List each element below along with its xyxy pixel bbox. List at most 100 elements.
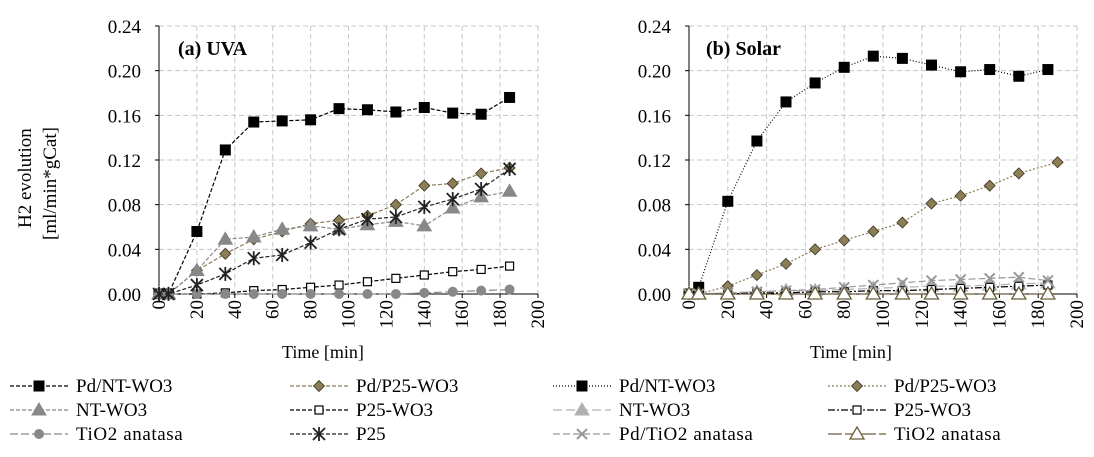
triangle-marker: [444, 200, 461, 214]
diamond-marker: [475, 167, 488, 180]
asterisk-marker: [312, 427, 326, 441]
asterisk-marker: [360, 212, 375, 227]
y-tick-label: 0.00: [638, 285, 671, 306]
x-axis-label: Time [min]: [810, 342, 892, 362]
diamond-marker: [446, 177, 459, 190]
open-square-marker: [448, 267, 458, 277]
x-tick-label: 80: [301, 300, 322, 319]
grid: [159, 25, 539, 294]
diamond-marker: [389, 198, 402, 211]
chart-panel-solar: 0.00 0.04 0.08 0.12 0.16 0.20 0.24 0 20 40 60 80 100…: [553, 17, 1088, 445]
legend-label: P25-WO3: [356, 400, 433, 421]
legend-item: Pd/P25-WO3: [828, 376, 996, 397]
legend-label: Pd/NT-WO3: [619, 376, 715, 397]
circle-marker: [34, 429, 44, 439]
open-triangle-marker: [680, 285, 698, 300]
open-square-marker: [362, 277, 373, 287]
square-marker: [955, 66, 967, 78]
triangle-marker: [416, 217, 433, 232]
series-p25: [152, 161, 517, 301]
square-marker: [809, 77, 821, 89]
diamond-marker: [219, 247, 232, 260]
legend-item: NT-WO3: [10, 400, 147, 421]
grid: [689, 25, 1078, 294]
series-line: [159, 168, 510, 295]
circle-marker: [504, 284, 515, 295]
legend-item: P25-WO3: [828, 400, 971, 421]
x-tick-label: 40: [757, 300, 778, 319]
x-tick-label: 0: [679, 300, 700, 310]
y-tick-label: 0.24: [108, 17, 142, 38]
triangle-marker: [501, 183, 518, 197]
asterisk-marker: [417, 199, 431, 214]
circle-marker: [305, 289, 316, 299]
asterisk-marker: [190, 278, 204, 293]
legend-label: TiO2 anatasa: [76, 424, 183, 445]
legend-label: Pd/TiO2 anatasa: [619, 424, 753, 445]
series-line: [689, 161, 1058, 295]
x-tick-label: 40: [225, 300, 246, 319]
circle-marker: [277, 289, 288, 299]
asterisk-marker: [474, 182, 488, 197]
open-triangle-marker: [952, 285, 969, 300]
x-tick-label: 100: [339, 300, 360, 329]
triangle-marker: [574, 402, 590, 416]
legend-item: Pd/P25-WO3: [290, 376, 458, 397]
y-axis-label-units: [ml/min*gCat]: [40, 127, 61, 240]
y-tick-label: 0.04: [108, 240, 142, 261]
triangle-marker: [274, 221, 291, 235]
square-marker: [1042, 64, 1054, 76]
legend: Pd/NT-WO3 Pd/P25-WO3 NT-WO3 P25-WO3 Pd/TiO2 …: [553, 376, 1001, 445]
y-tick-label: 0.12: [108, 151, 141, 172]
square-marker: [926, 59, 937, 71]
legend-item: Pd/NT-WO3: [10, 376, 172, 397]
square-marker: [722, 195, 734, 207]
cross-marker: [925, 274, 938, 287]
y-tick-label: 0.04: [638, 240, 672, 261]
series-pd-nt-wo3: [683, 50, 1054, 300]
square-marker: [248, 116, 260, 128]
open-triangle-marker: [836, 285, 853, 300]
square-marker: [780, 96, 792, 108]
series-tio2-anatasa: [154, 284, 515, 299]
square-marker: [751, 135, 763, 147]
x-tick-label: 20: [718, 300, 739, 319]
square-marker: [276, 115, 288, 127]
cross-marker: [896, 277, 909, 289]
square-marker: [504, 91, 516, 103]
circle-marker: [220, 289, 231, 299]
legend-label: Pd/P25-WO3: [894, 376, 996, 397]
x-tick-label: 20: [187, 300, 208, 319]
series-line: [159, 167, 510, 295]
diamond-marker: [925, 197, 938, 210]
y-tick-label: 0.16: [108, 106, 141, 127]
square-marker: [576, 380, 588, 392]
legend-label: Pd/NT-WO3: [76, 376, 172, 397]
square-marker: [305, 114, 317, 126]
x-tick-label: 80: [834, 300, 855, 319]
open-triangle-marker: [981, 285, 998, 300]
circle-marker: [390, 289, 401, 299]
square-marker: [475, 108, 487, 120]
chart-panel-uva: 0.00 0.04 0.08 0.12 0.16 0.20 0.24 0 20 40 60 80 100…: [10, 17, 549, 445]
chart-title: (b) Solar: [706, 38, 781, 60]
open-square-marker: [334, 280, 344, 290]
square-marker: [333, 103, 345, 115]
cross-stroke: [576, 428, 588, 440]
legend-label: P25: [356, 424, 386, 445]
x-tick-label: 120: [376, 300, 397, 329]
series-line: [689, 276, 1048, 295]
chart-title: (a) UVA: [178, 38, 248, 60]
diamond-marker: [983, 179, 996, 192]
triangle-marker: [302, 217, 319, 232]
open-triangle-marker: [690, 285, 707, 300]
asterisk-marker: [502, 161, 517, 176]
square-marker: [390, 106, 402, 118]
asterisk-marker: [218, 266, 232, 281]
y-tick-label: 0.08: [108, 196, 141, 217]
square-marker: [191, 225, 203, 237]
asterisk-marker: [161, 287, 176, 301]
open-triangle-marker: [1010, 285, 1027, 300]
diamond-marker: [1051, 156, 1064, 169]
x-tick-label: 120: [912, 300, 933, 329]
